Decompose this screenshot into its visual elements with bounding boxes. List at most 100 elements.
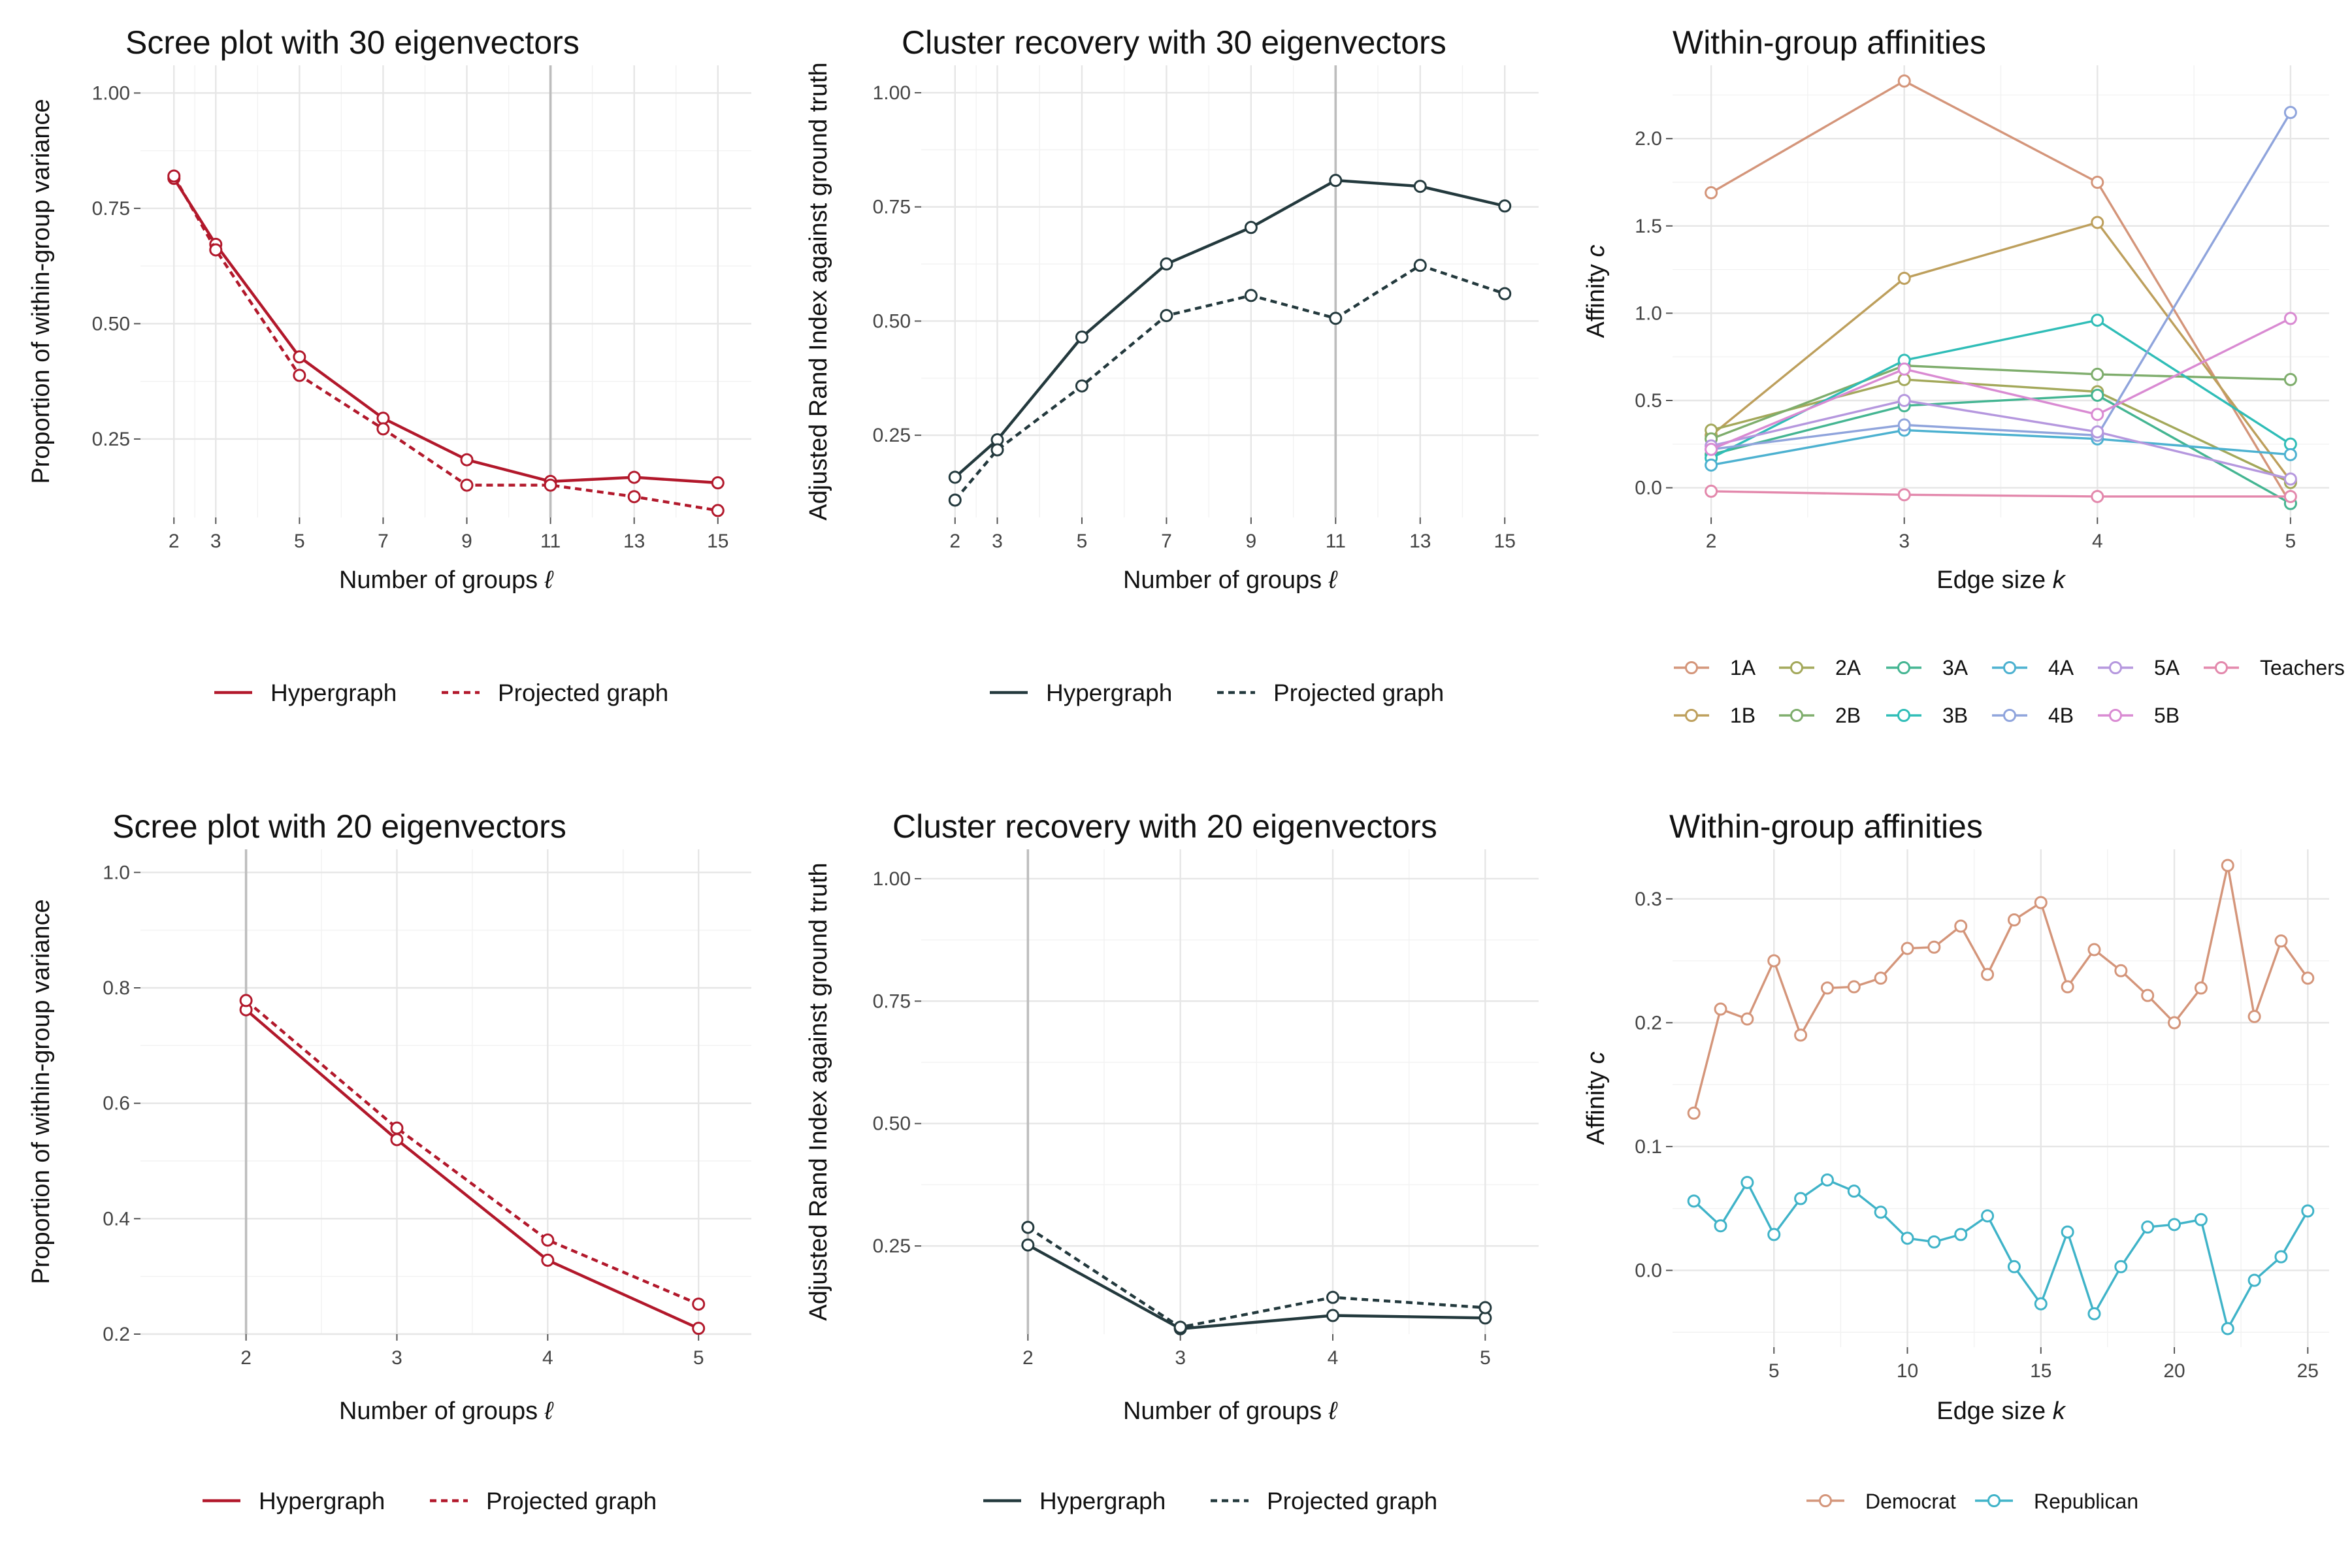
data-point — [2007, 913, 2021, 927]
series-line-4a — [1710, 429, 2291, 466]
data-point — [1820, 981, 1834, 995]
data-point — [541, 1253, 555, 1267]
data-point — [2061, 1225, 2074, 1239]
data-point — [2034, 896, 2048, 909]
data-point — [1901, 941, 1914, 955]
data-point — [1740, 1175, 1754, 1189]
data-point — [2283, 472, 2297, 486]
legend-label: Hypergraph — [1046, 679, 1172, 706]
chart-panel-5: 0.25 0.50 0.75 1.00 2 3 4 5 Cluster recovery wit… — [805, 808, 1539, 1514]
data-point — [2194, 1213, 2208, 1226]
data-point — [2301, 972, 2315, 985]
legend-label: 4A — [2048, 656, 2074, 679]
data-point — [1981, 968, 1995, 981]
x-tick-label: 20 — [2163, 1360, 2185, 1382]
y-tick-label: 0.8 — [103, 977, 130, 999]
data-point — [1329, 312, 1343, 325]
data-point — [2194, 981, 2208, 995]
x-tick-label: 7 — [378, 531, 389, 552]
legend-marker — [2109, 661, 2122, 674]
x-tick-label: 4 — [2092, 531, 2103, 552]
chart-panel-1: 0.25 0.50 0.75 1.00 2 3 5 7 9 11 13 15 Scree plot wi… — [27, 24, 751, 706]
y-axis-label: Proportion of within-group variance — [27, 899, 55, 1284]
data-point — [2274, 934, 2288, 948]
data-point — [1021, 1238, 1035, 1252]
data-point — [1767, 1228, 1781, 1241]
series-line-1a — [1710, 80, 2292, 504]
series-line-5b — [1710, 317, 2291, 451]
data-point — [1981, 1209, 1995, 1223]
legend-label: 2A — [1835, 656, 1861, 679]
data-point — [293, 368, 306, 382]
legend-label: Democrat — [1865, 1490, 1956, 1513]
data-point — [1897, 488, 1911, 502]
legend-label: 5B — [2154, 704, 2180, 727]
series-line-hypergraph — [245, 1008, 700, 1330]
data-point — [2283, 437, 2297, 451]
data-point — [948, 493, 962, 507]
data-point — [1740, 1012, 1754, 1026]
data-point — [2007, 1260, 2021, 1273]
legend-label: Hypergraph — [270, 679, 397, 706]
x-tick-label: 4 — [542, 1347, 553, 1369]
legend: 1A 2A 3A 4A 5A Teachers 1B 2B 3B 4B 5B — [1674, 656, 2345, 727]
x-tick-label: 2 — [1022, 1347, 1034, 1369]
series-line-projected-graph — [954, 264, 1505, 501]
data-point — [1413, 180, 1427, 193]
y-tick-label: 0.50 — [873, 310, 911, 332]
series-line-projected-graph — [172, 175, 719, 512]
data-point — [1897, 74, 1911, 88]
legend: Hypergraph Projected graph — [214, 679, 668, 706]
data-point — [1714, 1002, 1727, 1016]
data-point — [1326, 1290, 1339, 1304]
x-tick-label: 15 — [1494, 531, 1516, 552]
data-point — [2283, 489, 2297, 503]
data-point — [2061, 980, 2074, 994]
data-point — [1897, 271, 1911, 285]
data-point — [1244, 289, 1258, 302]
legend-label: Projected graph — [486, 1488, 657, 1514]
chart-panel-4: 0.2 0.4 0.6 0.8 1.0 2 3 4 5 Scree plot with 20 ei… — [27, 808, 751, 1514]
data-point — [2091, 408, 2104, 421]
x-tick-label: 11 — [540, 531, 561, 552]
data-point — [1714, 1219, 1727, 1233]
data-point — [1954, 919, 1968, 933]
x-axis-label-text: Edge size — [1936, 1397, 2052, 1425]
data-point — [2247, 1273, 2261, 1287]
legend-marker — [1790, 661, 1803, 674]
legend: Democrat Republican — [1806, 1490, 2138, 1513]
series-line-hypergraph — [1027, 1243, 1486, 1330]
data-point — [209, 243, 223, 257]
y-tick-label: 0.50 — [873, 1113, 911, 1135]
x-axis-label-text: Number of groups — [1123, 566, 1329, 594]
chart-title: Cluster recovery with 20 eigenvectors — [892, 808, 1437, 845]
data-point — [1173, 1320, 1187, 1334]
y-axis-label: Proportion of within-group variance — [27, 99, 55, 483]
series-line-3a — [1710, 394, 2291, 505]
legend-label: Projected graph — [1267, 1488, 1437, 1514]
data-point — [2091, 216, 2104, 229]
x-axis-label-symbol: k — [2053, 566, 2066, 594]
x-axis-label-symbol: ℓ — [1328, 1397, 1338, 1425]
series-line-hypergraph — [172, 177, 718, 485]
data-point — [627, 470, 641, 484]
data-point — [1897, 418, 1911, 432]
x-tick-label: 10 — [1897, 1360, 1918, 1382]
legend-marker — [1897, 709, 1910, 722]
data-point — [1794, 1028, 1808, 1042]
y-tick-label: 1.0 — [103, 862, 130, 883]
legend-label: 4B — [2048, 704, 2074, 727]
data-point — [1687, 1194, 1701, 1208]
x-axis-label-text: Edge size — [1936, 566, 2052, 594]
y-tick-label: 0.25 — [873, 425, 911, 446]
data-point — [1897, 362, 1911, 376]
legend-label: Hypergraph — [1039, 1488, 1166, 1514]
legend-marker — [2003, 661, 2016, 674]
data-point — [2091, 367, 2104, 381]
data-point — [1847, 1184, 1861, 1198]
y-axis-label: Adjusted Rand Index against ground truth — [805, 62, 832, 520]
data-point — [1498, 287, 1512, 301]
data-point — [1897, 372, 1911, 386]
x-tick-label: 13 — [1409, 531, 1431, 552]
